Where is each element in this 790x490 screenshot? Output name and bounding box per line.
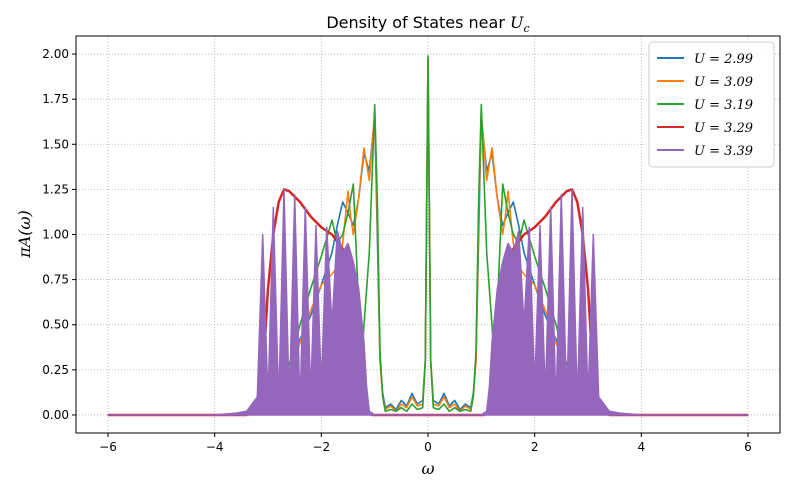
y-tick-label: 1.00	[42, 228, 69, 242]
x-tick-label: 2	[531, 440, 539, 454]
x-axis-label: ω	[421, 459, 434, 478]
legend-entry: U = 3.09	[694, 75, 753, 90]
y-tick-label: 1.50	[42, 137, 69, 151]
series-lines	[107, 55, 749, 417]
x-tick-label: 4	[638, 440, 646, 454]
legend-entry: U = 2.99	[694, 52, 753, 67]
y-tick-label: 0.00	[42, 408, 69, 422]
y-tick-label: 0.50	[42, 318, 69, 332]
y-tick-label: 0.25	[42, 363, 69, 377]
y-axis-label: πA(ω)	[15, 210, 34, 259]
legend: U = 2.99 U = 3.09 U = 3.19 U = 3.29 U = 3.39	[648, 41, 775, 168]
x-tick-label: 0	[424, 440, 432, 454]
y-tick-label: 1.75	[42, 92, 69, 106]
legend-entry: U = 3.39	[694, 144, 753, 159]
chart-title: Density of States near Uc	[326, 13, 529, 35]
series-3-line	[108, 55, 748, 416]
x-tick-label: −4	[206, 440, 224, 454]
legend-entry: U = 3.29	[694, 121, 753, 136]
x-tick-label: −2	[312, 440, 330, 454]
legend-entry: U = 3.19	[694, 98, 753, 113]
y-tick-label: 1.25	[42, 182, 69, 196]
legend-box	[648, 41, 775, 168]
x-tick-label: 6	[744, 440, 752, 454]
y-tick-label: 2.00	[42, 47, 69, 61]
y-tick-label: 0.75	[42, 273, 69, 287]
series-5-line	[107, 188, 749, 416]
axis-ticks: −6 −4 −2 0 2 4 6 0.00 0.25 0.50 0.75 1.00 1.25 1.50 1.…	[42, 47, 752, 454]
x-tick-label: −6	[99, 440, 117, 454]
